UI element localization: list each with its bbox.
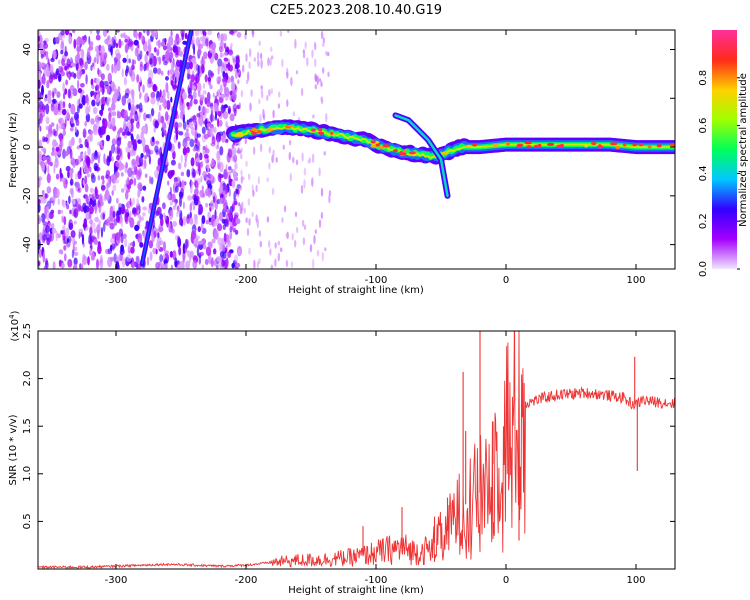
colorbar-ticks: 0.0 0.2 0.4 0.6 0.8 — [698, 70, 740, 277]
x-tick-label: -200 — [235, 275, 258, 286]
spectrogram-x-ticks: -300 -200 -100 0 100 — [105, 30, 646, 286]
colorbar-tick-label: 0.6 — [698, 118, 709, 134]
diagonal-track — [139, 30, 194, 267]
snr-y-multiplier: (x104) — [8, 310, 21, 341]
x-tick-label: 100 — [626, 575, 645, 586]
colorbar-tick-label: 0.4 — [698, 165, 709, 181]
chart-title: C2E5.2023.208.10.40.G19 — [270, 3, 442, 18]
colorbar-tick-label: 0.2 — [698, 213, 709, 229]
spectrogram-plot-area — [38, 30, 675, 269]
side-branch-track — [392, 112, 451, 199]
colorbar-gradient — [712, 30, 737, 269]
y-tick-label: 0 — [22, 144, 33, 150]
snr-frame — [37, 330, 676, 570]
snr-plot-area — [38, 331, 675, 569]
colorbar-tick-label: 0.0 — [698, 261, 709, 277]
spectrogram-x-label: Height of straight line (km) — [288, 285, 424, 296]
spectrogram-y-ticks: 40 20 0 -20 -40 — [22, 43, 675, 253]
spectrogram-frame — [37, 29, 676, 270]
x-tick-label: 0 — [503, 275, 509, 286]
y-tick-label: 1.0 — [22, 466, 33, 482]
x-tick-label: -100 — [365, 575, 388, 586]
snr-panel: -300 -200 -100 0 100 0.5 1.0 1.5 2.0 2.5 Height … — [8, 310, 676, 596]
y-tick-label: 1.5 — [22, 418, 33, 434]
x-tick-label: 100 — [626, 275, 645, 286]
y-tick-label: 40 — [22, 43, 33, 56]
x-tick-label: 0 — [503, 575, 509, 586]
colorbar-tick-label: 0.8 — [698, 70, 709, 86]
snr-x-label: Height of straight line (km) — [288, 585, 424, 596]
y-tick-label: 2.0 — [22, 371, 33, 387]
y-tick-label: 2.5 — [22, 323, 33, 339]
snr-y-label: SNR (10 * v/v) — [8, 414, 19, 485]
x-tick-label: -300 — [105, 575, 128, 586]
colorbar: 0.0 0.2 0.4 0.6 0.8 Normalized spectral ampl… — [698, 30, 749, 277]
snr-y-ticks: 0.5 1.0 1.5 2.0 2.5 — [22, 323, 675, 529]
colorbar-label: Normalized spectral amplitude — [738, 73, 749, 227]
y-tick-label: -40 — [22, 236, 33, 252]
x-tick-label: -300 — [105, 275, 128, 286]
x-tick-label: -100 — [365, 275, 388, 286]
spectrogram-y-label: Frequency (Hz) — [8, 112, 19, 188]
snr-x-ticks: -300 -200 -100 0 100 — [105, 331, 646, 586]
spectrogram-panel: -300 -200 -100 0 100 40 20 0 -20 -40 Height of s… — [8, 29, 676, 296]
y-tick-label: 20 — [22, 92, 33, 105]
y-tick-label: 0.5 — [22, 513, 33, 529]
y-tick-label: -20 — [22, 188, 33, 204]
main-track — [226, 119, 675, 165]
snr-series-line — [38, 331, 675, 569]
x-tick-label: -200 — [235, 575, 258, 586]
